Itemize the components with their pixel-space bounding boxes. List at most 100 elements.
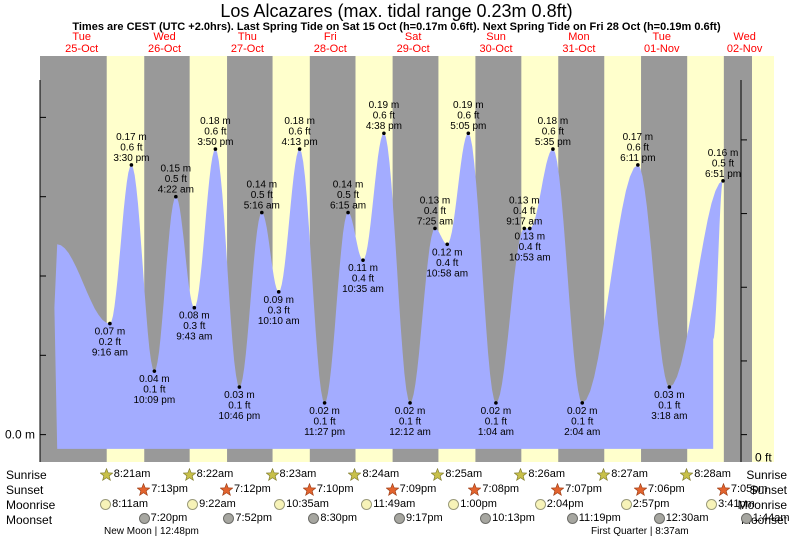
sunrise-row-label-left: Sunrise (6, 468, 47, 482)
sunset-event-time: 7:06pm (648, 483, 685, 496)
high-tide-label: 5:16 am (244, 201, 280, 212)
day-date: 27-Oct (231, 43, 264, 55)
sunset-row-label-right: Sunset (749, 483, 787, 497)
moonset-icon (138, 512, 150, 524)
high-tide-dot (433, 226, 437, 231)
low-tide-label: 0.1 ft (143, 385, 165, 396)
moonrise-icon (620, 498, 632, 510)
low-tide-label: 0.02 m (309, 406, 340, 417)
low-tide-label: 12:12 am (389, 427, 431, 438)
moonrise-icon (706, 498, 718, 510)
low-tide-label: 0.2 ft (99, 337, 121, 348)
high-tide-label: 5:35 pm (535, 137, 571, 148)
low-tide-label: 0.02 m (395, 406, 426, 417)
sunrise-event: 8:21am (99, 467, 150, 481)
moonrise-event-time: 11:49am (373, 498, 416, 511)
sunrise-event: 8:22am (182, 467, 234, 481)
low-tide-dot (527, 226, 532, 231)
low-tide-label: 0.02 m (481, 406, 512, 417)
moonset-icon (740, 512, 752, 524)
high-tide-label: 0.5 ft (712, 158, 734, 169)
low-tide-label: 0.03 m (654, 390, 685, 401)
tide-area (54, 133, 723, 449)
day-header: Tue25-OctWed26-OctThu27-OctFri28-OctSat2… (65, 31, 763, 55)
day-date: 29-Oct (397, 43, 430, 55)
right-zero-label: 0 ft (755, 451, 772, 465)
day-name: Wed (153, 31, 175, 43)
sunrise-event: 8:25am (431, 467, 482, 481)
day-date: 02-Nov (727, 43, 763, 55)
low-tide-label: 0.13 m (515, 231, 546, 242)
extreme-labels: 0.07 m0.2 ft9:16 am0.17 m0.6 ft3:30 pm0.… (92, 100, 741, 438)
sunset-event-time: 7:13pm (151, 483, 188, 496)
sunrise-icon (348, 467, 362, 481)
day-date: 01-Nov (644, 43, 680, 55)
low-tide-label: 0.1 ft (313, 416, 335, 427)
high-tide-label: 7:25 am (417, 216, 453, 227)
day-name: Sat (405, 31, 422, 43)
sunrise-icon (265, 467, 279, 481)
moonset-event: 10:13pm (480, 511, 535, 525)
low-tide-dot (276, 290, 281, 294)
low-tide-label: 0.1 ft (399, 416, 421, 427)
high-tide-label: 0.13 m (420, 195, 451, 206)
low-tide-dot (192, 305, 197, 310)
sunrise-event-time: 8:22am (196, 468, 234, 481)
moonset-event-time: 1:44am (752, 512, 790, 525)
high-tide-dot (382, 131, 386, 136)
high-tide-label: 0.19 m (453, 100, 484, 111)
low-tide-label: 0.02 m (567, 406, 598, 417)
sunrise-icon (99, 467, 113, 481)
high-tide-dot (721, 179, 725, 183)
high-tide-label: 6:15 am (330, 201, 366, 212)
high-tide-dot (346, 210, 350, 215)
high-tide-dot (213, 147, 218, 151)
moon-phase-label: New Moon (104, 526, 152, 537)
left-zero-label: 0.0 m (5, 428, 35, 442)
high-tide-label: 0.6 ft (457, 111, 479, 122)
low-tide-label: 9:16 am (92, 348, 128, 359)
sunrise-event-time: 8:26am (528, 468, 566, 481)
moonrise-event-time: 9:22am (199, 498, 236, 511)
sunset-event: 7:05pm (716, 482, 768, 496)
day-date: 31-Oct (562, 43, 595, 55)
high-tide-label: 0.6 ft (204, 127, 226, 138)
high-tide-label: 0.14 m (333, 180, 364, 191)
high-tide-label: 0.15 m (161, 164, 192, 175)
low-tide-dot (237, 385, 242, 389)
sunrise-event: 8:27am (597, 467, 648, 481)
moonrise-row-label-right: Moonrise (737, 498, 787, 512)
day-name: Thu (238, 31, 257, 43)
moonset-row-label-left: Moonset (6, 513, 53, 527)
moonrise-event: 8:11am (100, 497, 148, 511)
moonrise-icon (100, 498, 112, 510)
moonset-icon (566, 512, 578, 524)
moonrise-icon (274, 498, 286, 510)
low-tide-label: 0.4 ft (519, 242, 541, 253)
high-tide-label: 0.6 ft (373, 111, 395, 122)
low-tide-label: 11:27 pm (304, 427, 345, 438)
day-name: Mon (568, 31, 589, 43)
high-tide-label: 0.6 ft (120, 142, 142, 153)
moonrise-event: 2:04pm (534, 497, 584, 511)
low-tide-label: 1:04 am (478, 427, 514, 438)
high-tide-label: 6:11 pm (620, 153, 655, 164)
moonset-icon (480, 512, 492, 524)
low-tide-dot (361, 258, 365, 262)
high-tide-dot (466, 131, 471, 136)
high-tide-label: 0.17 m (116, 132, 147, 143)
sunrise-icon (514, 467, 528, 481)
moonset-icon (223, 512, 235, 524)
moonset-event: 7:20pm (138, 511, 187, 525)
moonrise-icon (187, 498, 199, 510)
low-tide-label: 10:35 am (342, 284, 384, 295)
low-tide-label: 9:43 am (176, 332, 212, 343)
moonrise-event: 1:00pm (448, 497, 497, 511)
moonset-row-label-right: Moonset (740, 513, 787, 527)
sunrise-event: 8:23am (265, 467, 316, 481)
low-tide-label: 0.4 ft (352, 274, 374, 285)
sunset-event-time: 7:09pm (399, 483, 437, 496)
high-tide-label: 0.5 ft (337, 190, 359, 201)
sunset-event-time: 7:07pm (565, 483, 602, 496)
moonset-event-time: 10:13pm (492, 512, 535, 525)
